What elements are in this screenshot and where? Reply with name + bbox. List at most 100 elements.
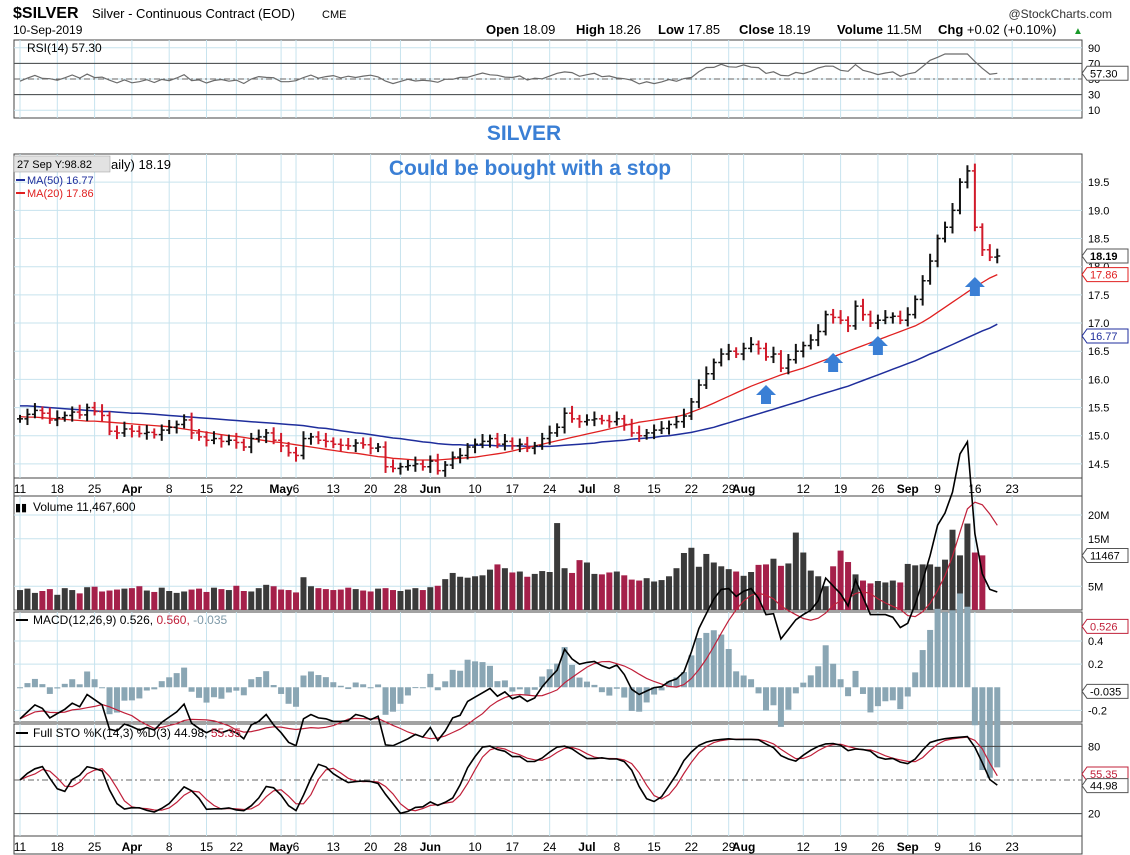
macd-histogram-bar [680, 672, 687, 688]
ohlc-bar [457, 448, 464, 464]
macd-histogram-bar [427, 673, 434, 688]
macd-histogram-bar [233, 687, 240, 691]
ohlc-bar [404, 459, 411, 471]
macd-histogram-bar [897, 687, 904, 710]
macd-histogram-bar [859, 687, 866, 694]
volume-bar [166, 591, 173, 610]
volume-bar [486, 569, 493, 610]
volume-bar [897, 582, 904, 610]
volume-bar [39, 591, 46, 610]
sto-name: Full STO %K(14,3) %D(3) [33, 726, 171, 740]
ohlc-bar [658, 421, 665, 435]
macd-histogram-bar [240, 687, 247, 696]
ohlc-bar [539, 432, 546, 450]
ohlc-bar [375, 443, 382, 453]
sto-axis-label: 80 [1088, 741, 1100, 753]
x-tick-label: 22 [685, 840, 699, 854]
ohlc-bar [636, 425, 643, 442]
macd-frame [13, 611, 1083, 723]
macd-histogram-bar [621, 687, 628, 698]
volume-bar [196, 588, 203, 610]
volume-bar [24, 588, 31, 610]
ohlc-bar [531, 441, 538, 455]
ma50-line [20, 323, 998, 448]
macd-histogram-bar [919, 650, 926, 688]
volume-bar [203, 591, 210, 610]
macd-histogram-bar [956, 593, 963, 688]
macd-histogram-bar [472, 661, 479, 688]
macd-histogram-bar [442, 681, 449, 688]
ohlc-bar [24, 408, 31, 426]
ohlc-bar [680, 408, 687, 428]
macd-histogram-bar [121, 687, 128, 701]
price-axis-label: 15.5 [1088, 403, 1109, 415]
volume-bar [397, 591, 404, 610]
ohlc-open: Open 18.09 [486, 22, 555, 37]
volume-bar [494, 564, 501, 610]
x-tick-label: 28 [394, 840, 408, 854]
macd-histogram-bar [658, 687, 665, 691]
macd-panel [17, 439, 1001, 778]
volume-bar [628, 579, 635, 610]
macd-histogram-bar [501, 680, 508, 688]
x-tick-label: 25 [88, 482, 102, 496]
ohlc-bar [651, 424, 658, 440]
volume-bar [248, 591, 255, 610]
macd-histogram-bar [345, 687, 352, 690]
price-axis-label: 19.5 [1088, 177, 1109, 189]
volume-bar [703, 553, 710, 610]
volume-bar [113, 589, 120, 610]
x-tick-label: 12 [797, 482, 811, 496]
ohlc-bar [17, 414, 23, 423]
x-axis-band-top [13, 477, 1083, 497]
ohlc-bar [583, 414, 590, 426]
x-tick-label: 18 [51, 482, 65, 496]
macd-tag-box [1081, 618, 1129, 634]
macd-histogram-bar [330, 682, 337, 688]
ohlc-bar [986, 244, 993, 262]
ohlc-bar [113, 425, 120, 440]
ohlc-bar [501, 434, 508, 451]
x-tick-label: 24 [543, 840, 557, 854]
macd-histogram-bar [994, 687, 1001, 768]
volume-bar [293, 592, 300, 610]
macd-histogram-bar [539, 676, 546, 688]
macd-hist-tag-box [1081, 683, 1129, 699]
ma20-legend: MA(20) 17.86 [27, 188, 94, 200]
x-axis-top: 11 18 25 Apr 8 15 22 May 6 13 20 28 Jun 10 17 24 Jul 8 15 2… [14, 482, 1019, 496]
ohlc-bar [248, 432, 255, 454]
volume-bar [69, 590, 76, 610]
volume-bar [449, 572, 456, 610]
right-axis: 19.519.018.518.017.517.016.516.015.515.0… [1081, 43, 1129, 821]
volume-bar [218, 589, 225, 610]
ohlc-bar [673, 416, 680, 429]
macd-histogram-bar [785, 687, 792, 710]
volume-bar [143, 590, 150, 610]
ohlc-bar [882, 310, 889, 325]
volume-bar [255, 588, 262, 610]
ohlc-bar [994, 248, 1001, 264]
ohlc-bar [188, 412, 195, 440]
macd-histogram-bar [17, 687, 23, 689]
ohlc-bar [792, 343, 799, 364]
x-tick-label: 25 [88, 840, 102, 854]
ohlc-bar [815, 324, 822, 347]
volume-bar [330, 590, 337, 610]
macd-histogram-bar [136, 687, 143, 699]
macd-histogram-bar [360, 684, 367, 688]
volume-bar [591, 573, 598, 610]
sto-axis-label: 20 [1088, 809, 1100, 821]
x-tick-label: 20 [364, 840, 378, 854]
ohlc-bar [800, 341, 807, 358]
ohlc-bar [412, 456, 419, 472]
macd-histogram-bar [524, 687, 531, 695]
macd-histogram-bar [569, 664, 576, 688]
volume-bar [509, 572, 516, 610]
price-axis-label: 16.0 [1088, 374, 1109, 386]
ohlc-bar [390, 459, 396, 473]
x-tick-label: 28 [394, 482, 408, 496]
volume-bar [882, 582, 889, 610]
x-tick-label: 29 [722, 482, 736, 496]
volume-bar [434, 585, 441, 610]
